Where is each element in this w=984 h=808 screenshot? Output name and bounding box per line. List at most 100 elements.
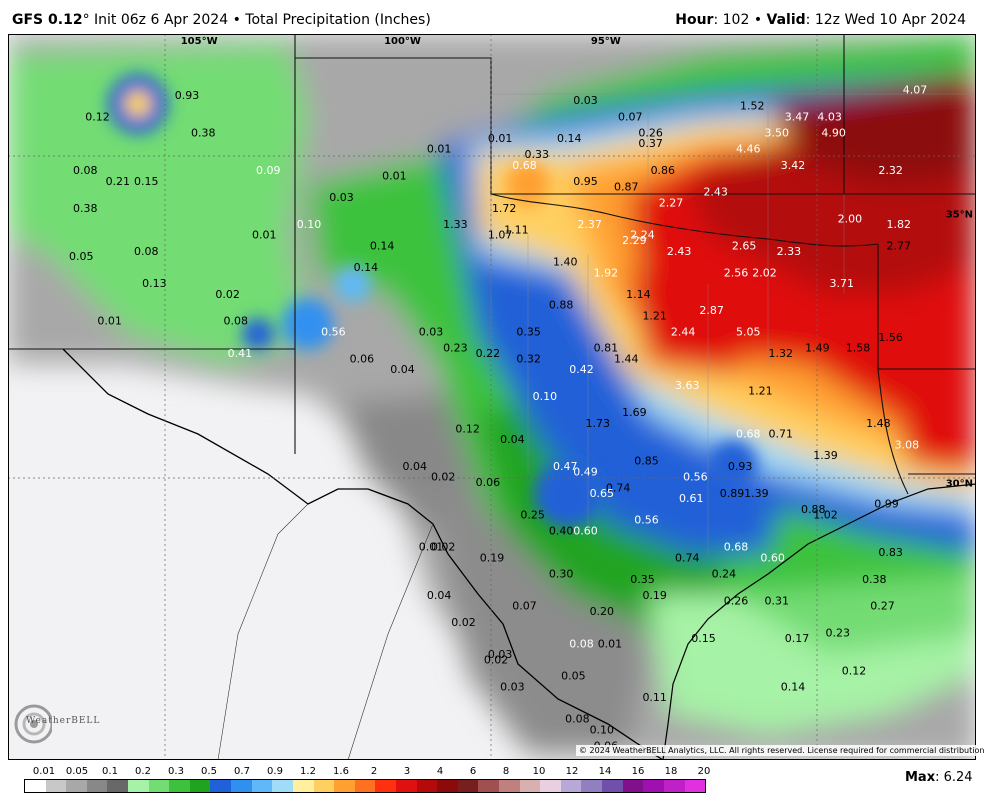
legend-label: 2 <box>370 766 378 777</box>
legend-swatch <box>395 780 417 792</box>
legend-swatch <box>45 780 67 792</box>
precip-value-label: 0.12 <box>842 664 867 677</box>
legend-label: 12 <box>565 766 579 777</box>
precip-value-label: 1.39 <box>744 487 769 500</box>
precip-value-label: 0.15 <box>134 175 159 188</box>
legend-swatch <box>25 780 46 792</box>
max-value-readout: Max: 6.24 <box>905 770 973 785</box>
legend-label: 18 <box>664 766 678 777</box>
longitude-label: 100°W <box>384 36 421 47</box>
latitude-labels: 35°N 30°N <box>946 210 973 490</box>
precip-value-label: 0.02 <box>484 654 509 667</box>
legend-label: 1.6 <box>333 766 349 777</box>
legend-label: 10 <box>532 766 546 777</box>
precip-value-label: 0.21 <box>106 175 131 188</box>
precip-value-label: 0.05 <box>69 250 94 263</box>
precip-value-label: 2.33 <box>777 245 802 258</box>
longitude-labels: 105°W 100°W 95°W <box>181 36 621 47</box>
precip-value-label: 1.07 <box>488 229 513 242</box>
precip-value-label: 1.58 <box>846 342 871 355</box>
precip-value-label: 2.44 <box>671 325 696 338</box>
legend-swatch <box>622 780 644 792</box>
legend-swatch <box>375 780 396 792</box>
model-name: GFS 0.12 <box>12 12 83 28</box>
precip-value-label: 0.14 <box>354 261 379 274</box>
precip-value-label: 0.19 <box>480 551 505 564</box>
precip-value-label: 0.93 <box>728 460 753 473</box>
weatherbell-logo: WeatherBELL <box>12 700 102 746</box>
precip-value-label: 3.50 <box>764 126 789 139</box>
precip-value-label: 0.01 <box>427 143 452 156</box>
precip-value-label: 0.02 <box>215 288 240 301</box>
precip-value-label: 0.41 <box>228 347 253 360</box>
precip-value-label: 0.60 <box>573 524 598 537</box>
precip-value-label: 1.48 <box>866 417 891 430</box>
precip-value-label: 0.01 <box>488 132 513 145</box>
precip-value-label: 1.40 <box>553 256 578 269</box>
legend-swatch <box>540 780 561 792</box>
precip-value-label: 2.29 <box>622 234 647 247</box>
precip-value-label: 0.26 <box>638 126 663 139</box>
precip-value-label: 0.01 <box>598 637 623 650</box>
precip-value-label: 1.69 <box>622 406 647 419</box>
precip-value-label: 2.77 <box>886 239 911 252</box>
legend-swatch <box>189 780 211 792</box>
gulf-coastline <box>662 483 976 760</box>
precip-value-label: 0.07 <box>618 110 643 123</box>
precip-value-label: 0.68 <box>736 428 761 441</box>
precip-value-label: 0.01 <box>97 315 122 328</box>
precip-value-label: 0.60 <box>760 551 785 564</box>
precip-value-label: 1.11 <box>504 223 529 236</box>
valid-label: Valid <box>766 12 806 28</box>
precip-value-label: 1.73 <box>585 417 610 430</box>
precip-value-label: 0.04 <box>427 589 452 602</box>
precip-value-label: 0.03 <box>419 325 444 338</box>
precip-value-label: 3.42 <box>781 159 806 172</box>
precip-value-label: 0.31 <box>764 594 789 607</box>
precip-value-label: 0.26 <box>724 594 749 607</box>
precip-value-label: 1.33 <box>443 218 468 231</box>
legend-swatch <box>416 780 438 792</box>
degree-symbol: ° <box>82 12 90 28</box>
precip-value-label: 1.82 <box>886 218 911 231</box>
precip-value-label: 0.02 <box>431 471 456 484</box>
legend-swatch <box>643 780 664 792</box>
precip-value-label: 4.90 <box>821 126 846 139</box>
legend-swatch <box>292 780 314 792</box>
precip-value-label: 2.27 <box>659 196 684 209</box>
precip-value-label: 0.85 <box>634 455 659 468</box>
precip-value-label: 1.14 <box>626 288 651 301</box>
precip-value-label: 1.52 <box>740 100 765 113</box>
precip-value-label: 0.05 <box>561 670 586 683</box>
precip-value-label: 0.15 <box>691 632 716 645</box>
rio-grande-border <box>62 348 664 760</box>
precip-value-label: 0.74 <box>675 551 700 564</box>
legend-label: 0.1 <box>102 766 118 777</box>
legend-label: 4 <box>436 766 444 777</box>
precip-value-label: 0.10 <box>533 390 558 403</box>
copyright-notice: © 2024 WeatherBELL Analytics, LLC. All r… <box>576 745 984 756</box>
precip-value-label: 0.08 <box>565 713 590 726</box>
precip-value-label: 0.04 <box>402 460 427 473</box>
precip-value-label: 0.93 <box>175 89 200 102</box>
legend-swatch <box>602 780 623 792</box>
precip-value-label: 1.56 <box>878 331 903 344</box>
hour-value: 102 <box>722 12 750 28</box>
precip-value-label: 0.23 <box>443 342 468 355</box>
precip-value-label: 0.81 <box>594 342 619 355</box>
precip-value-label: 0.33 <box>524 148 549 161</box>
precip-value-label: 0.12 <box>455 422 480 435</box>
legend-swatch <box>210 780 232 792</box>
valid-separator: • <box>753 12 763 28</box>
precip-value-label: 1.39 <box>813 449 838 462</box>
product-name: Total Precipitation (Inches) <box>245 12 431 28</box>
mexico-interior-lines <box>217 503 434 760</box>
legend-swatch <box>148 780 170 792</box>
legend-swatch <box>313 780 335 792</box>
legend-label: 16 <box>631 766 645 777</box>
precip-value-label: 0.88 <box>801 503 826 516</box>
precip-value-label: 0.56 <box>683 471 708 484</box>
precip-value-label: 0.01 <box>382 170 407 183</box>
legend-swatch <box>499 780 520 792</box>
precip-value-label: 1.21 <box>642 309 667 322</box>
